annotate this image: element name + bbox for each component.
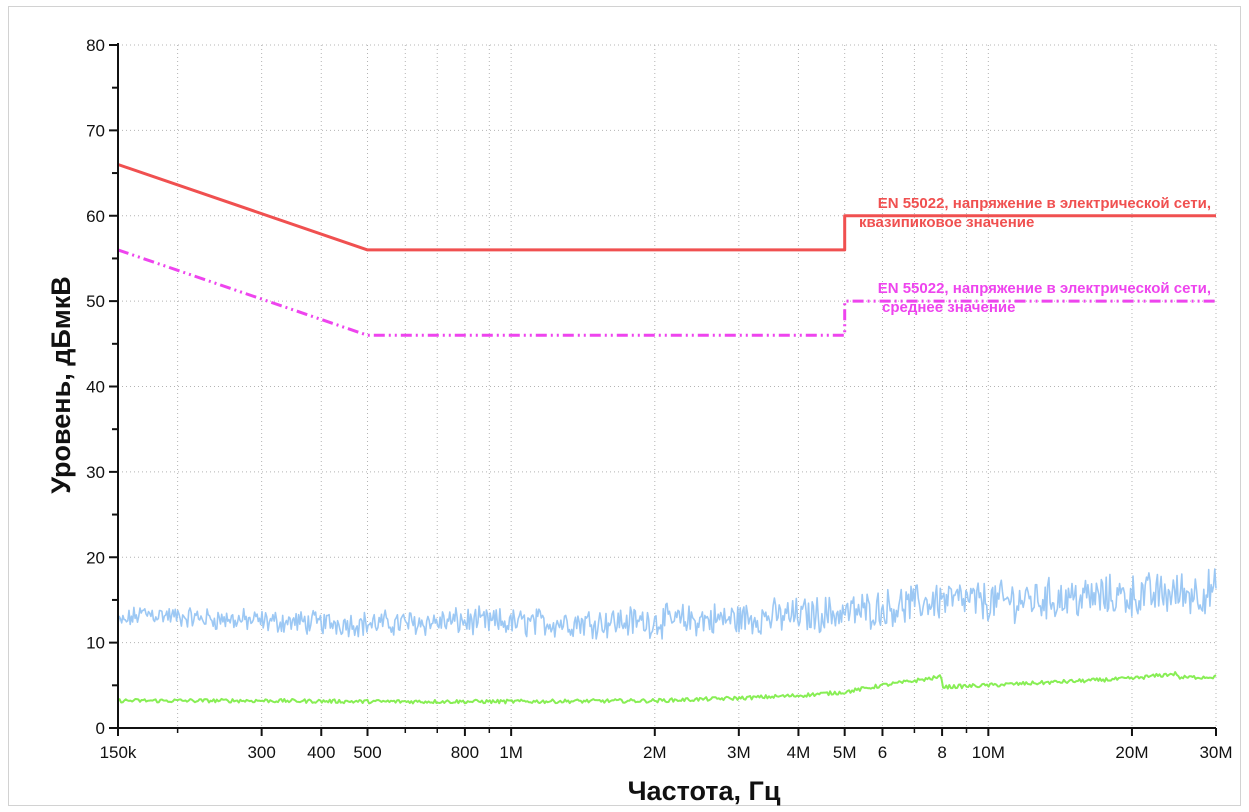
y-tick-label: 30 [86,463,105,482]
x-tick-label: 20M [1115,743,1148,762]
y-axis-title: Уровень, дБмкВ [46,276,76,493]
series-layer [117,163,1217,705]
series-line-measured-green [117,671,1217,705]
series-line-average [117,248,1216,337]
x-tick-label: 300 [247,743,275,762]
x-axis-title: Частота, Гц [628,776,781,806]
x-tick-label: 4M [787,743,811,762]
y-tick-label: 50 [86,292,105,311]
x-tick-label: 8 [937,743,946,762]
y-tick-label: 20 [86,548,105,567]
x-tick-label: 150k [100,743,137,762]
chart-frame [8,6,1241,806]
x-tick-label: 6 [878,743,887,762]
x-tick-label: 30M [1199,743,1232,762]
series-label-line2: квазипиковое значение [859,214,1034,231]
series-label-line1: EN 55022, напряжение в электрической сет… [878,195,1211,212]
y-tick-label: 70 [86,121,105,140]
x-tick-label: 5M [833,743,857,762]
x-tick-label: 2M [643,743,667,762]
y-tick-label: 10 [86,634,105,653]
y-tick-label: 60 [86,207,105,226]
x-tick-label: 3M [727,743,751,762]
x-tick-label: 500 [353,743,381,762]
grid [118,44,1217,728]
series-label-line2: среднее значение [882,299,1015,316]
y-tick-label: 0 [96,719,105,738]
y-tick-label: 80 [86,36,105,55]
x-tick-label: 1M [499,743,523,762]
x-tick-label: 10M [972,743,1005,762]
x-tick-label: 800 [451,743,479,762]
legend-annotations: EN 55022, напряжение в электрической сет… [859,195,1211,316]
x-tick-label: 400 [307,743,335,762]
axes: 0 10 20 30 40 50 60 70 80 150k 300 400 500 800 1M 2M 3M 4… [86,36,1232,762]
series-line-measured-blue [117,568,1217,640]
series-line-quasipeak [117,163,1216,252]
series-label-line1: EN 55022, напряжение в электрической сет… [878,280,1211,297]
y-tick-label: 40 [86,378,105,397]
